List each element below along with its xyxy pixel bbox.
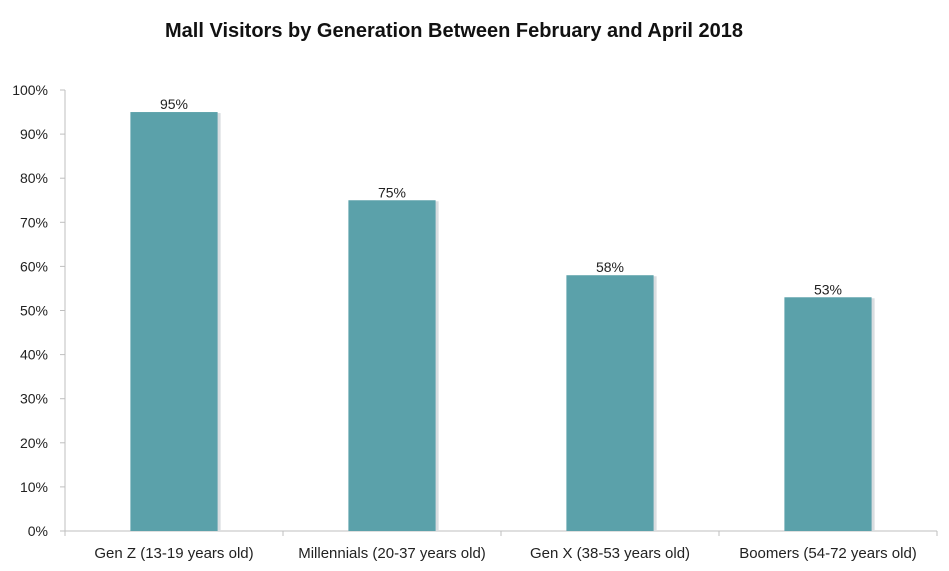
bars xyxy=(130,112,875,532)
bar xyxy=(784,297,872,531)
y-tick-label: 70% xyxy=(20,214,48,230)
y-tick-label: 0% xyxy=(28,523,48,539)
bar-value-label: 53% xyxy=(814,281,842,297)
y-tick-label: 50% xyxy=(20,303,48,319)
bar-value-label: 58% xyxy=(596,259,624,275)
bar-value-label: 75% xyxy=(378,184,406,200)
y-tick-label: 100% xyxy=(12,82,48,98)
bar xyxy=(348,200,436,531)
y-tick-label: 30% xyxy=(20,391,48,407)
y-tick-label: 60% xyxy=(20,258,48,274)
y-tick-label: 90% xyxy=(20,126,48,142)
bar-value-label: 95% xyxy=(160,96,188,112)
x-tick-label: Boomers (54-72 years old) xyxy=(739,545,917,562)
x-tick-label: Gen X (38-53 years old) xyxy=(530,545,690,562)
y-tick-label: 80% xyxy=(20,170,48,186)
bar xyxy=(566,275,654,531)
y-tick-label: 40% xyxy=(20,347,48,363)
data-labels: 95% 75% 58% 53% xyxy=(160,96,842,297)
y-tick-label: 10% xyxy=(20,479,48,495)
bar xyxy=(130,112,218,532)
x-tick-label: Gen Z (13-19 years old) xyxy=(94,545,253,562)
y-axis: 0% 10% 20% 30% 40% 50% 60% 70% 80% 90% 100% xyxy=(12,82,66,539)
y-tick-label: 20% xyxy=(20,435,48,451)
chart-title: Mall Visitors by Generation Between Febr… xyxy=(165,20,743,42)
x-tick-label: Millennials (20-37 years old) xyxy=(298,545,486,562)
x-tick-labels: Gen Z (13-19 years old) Millennials (20-3… xyxy=(94,545,916,562)
x-axis xyxy=(64,530,938,536)
